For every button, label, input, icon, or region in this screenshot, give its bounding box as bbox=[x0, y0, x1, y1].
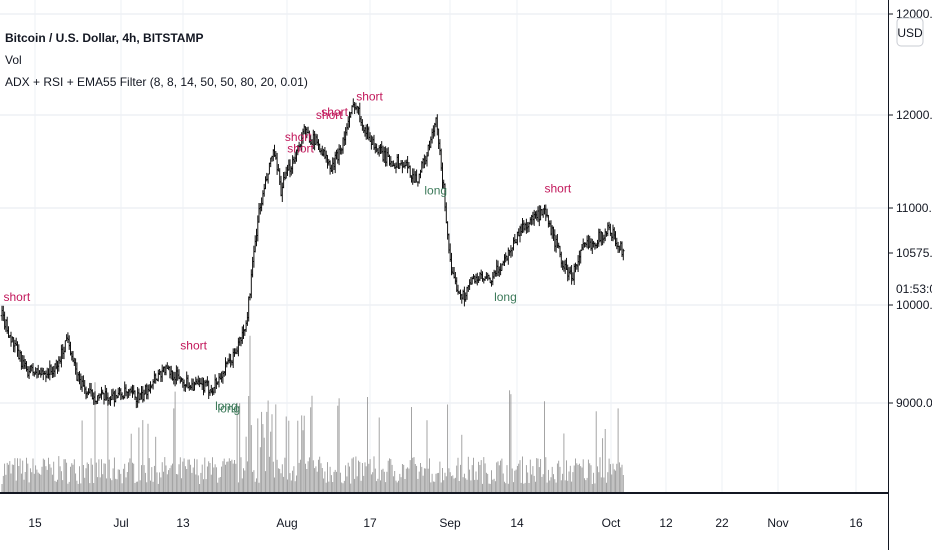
signal-label-short-5: short bbox=[287, 142, 314, 156]
price-tick-label-0: 9000.00 bbox=[896, 396, 932, 410]
signal-label-short-11: short bbox=[545, 182, 572, 196]
volume-indicator-label[interactable]: Vol bbox=[5, 53, 22, 67]
x-tick-label-8: 12 bbox=[659, 516, 673, 530]
strategy-indicator-label[interactable]: ADX + RSI + EMA55 Filter (8, 8, 14, 50, … bbox=[5, 75, 308, 89]
bar-countdown-label: 01:53:09 bbox=[896, 282, 932, 296]
x-tick-label-4: 17 bbox=[363, 516, 377, 530]
x-tick-label-1: Jul bbox=[113, 516, 128, 530]
signal-label-long-9: long bbox=[424, 183, 447, 197]
price-tick-label-3: 12000.00 bbox=[896, 108, 932, 122]
currency-button-label: USD bbox=[897, 26, 923, 40]
signal-label-short-8: short bbox=[356, 89, 383, 103]
chart-legend: Bitcoin / U.S. Dollar, 4h, BITSTAMP Vol … bbox=[5, 27, 308, 93]
signal-label-long-3: long bbox=[218, 402, 241, 416]
currency-button[interactable] bbox=[896, 17, 924, 47]
symbol-title: Bitcoin / U.S. Dollar, 4h, BITSTAMP bbox=[5, 31, 204, 45]
signal-label-short-4: short bbox=[285, 130, 312, 144]
x-tick-label-10: Nov bbox=[767, 516, 788, 530]
x-tick-label-11: 16 bbox=[849, 516, 863, 530]
x-tick-label-2: 13 bbox=[176, 516, 190, 530]
signal-label-short-6: short bbox=[316, 108, 343, 122]
price-tick-label-1: 10000.00 bbox=[896, 298, 932, 312]
x-tick-label-0: 15 bbox=[28, 516, 42, 530]
x-tick-label-7: Oct bbox=[602, 516, 621, 530]
x-tick-label-5: Sep bbox=[439, 516, 461, 530]
last-price-label: 10575.37 bbox=[896, 246, 932, 260]
signal-label-long-10: long bbox=[494, 290, 517, 304]
signal-label-short-0: short bbox=[4, 290, 31, 304]
signal-label-long-2: long bbox=[215, 399, 238, 413]
price-tick-label-2: 11000.00 bbox=[896, 201, 932, 215]
x-tick-label-3: Aug bbox=[276, 516, 297, 530]
signal-label-short-7: short bbox=[321, 105, 348, 119]
x-tick-label-6: 14 bbox=[510, 516, 524, 530]
x-tick-label-9: 22 bbox=[715, 516, 729, 530]
signal-label-short-1: short bbox=[180, 339, 207, 353]
